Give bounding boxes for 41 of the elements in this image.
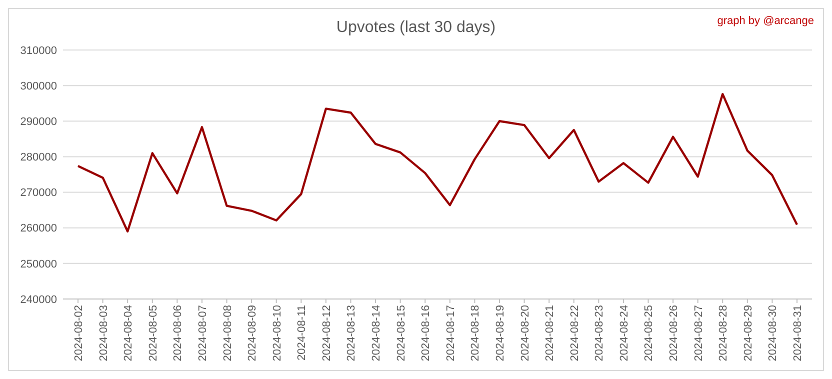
x-tick-label: 2024-08-29 — [742, 305, 754, 362]
x-tick-label: 2024-08-25 — [643, 305, 656, 362]
x-tick-label: 2024-08-27 — [692, 305, 705, 362]
x-tick-label: 2024-08-26 — [668, 305, 680, 362]
x-tick-label: 2024-08-14 — [370, 305, 383, 362]
chart-title: Upvotes (last 30 days) — [336, 19, 496, 36]
line-series — [76, 93, 798, 233]
x-tick-label: 2024-08-20 — [519, 305, 532, 362]
x-tick-label: 2024-08-11 — [296, 305, 308, 360]
y-tick-label: 310000 — [20, 44, 57, 57]
x-tick-label: 2024-08-28 — [718, 305, 730, 362]
x-tick-label: 2024-08-03 — [98, 305, 110, 362]
x-tick-label: 2024-08-19 — [494, 305, 506, 362]
text: graph by @arcange — [717, 15, 814, 27]
x-tick-label: 2024-08-24 — [618, 305, 630, 362]
x-tick-label: 2024-08-21 — [544, 305, 556, 362]
y-tick-label: 270000 — [20, 187, 57, 200]
y-tick-label: 290000 — [20, 116, 57, 128]
x-tick-label: 2024-08-07 — [196, 305, 209, 362]
x-tick-label: 2024-08-09 — [246, 305, 259, 362]
x-tick-label: 2024-08-23 — [594, 305, 606, 362]
x-tick-label: 2024-08-12 — [320, 305, 333, 362]
x-tick-label: 2024-08-04 — [122, 305, 135, 362]
x-tick-label: 2024-08-05 — [147, 305, 160, 362]
x-tick-label: 2024-08-08 — [222, 305, 234, 362]
x-tick-label: 2024-08-17 — [444, 305, 457, 362]
y-tick-label: 300000 — [20, 80, 57, 92]
x-tick-label: 2024-08-13 — [346, 305, 358, 362]
x-tick-label: 2024-08-06 — [172, 305, 184, 362]
x-tick-label: 2024-08-31 — [792, 305, 804, 362]
y-tick-label: 250000 — [20, 258, 57, 270]
y-tick-label: 280000 — [20, 152, 57, 164]
y-tick-label: 260000 — [20, 222, 57, 235]
x-tick-label: 2024-08-15 — [395, 305, 408, 362]
x-tick-label: 2024-08-02 — [73, 305, 85, 362]
x-tick-label: 2024-08-18 — [470, 305, 482, 362]
x-tick-label: 2024-08-30 — [767, 305, 780, 362]
x-tick-label: 2024-08-16 — [420, 305, 432, 362]
y-tick-label: 240000 — [20, 294, 57, 306]
x-tick-label: 2024-08-10 — [271, 305, 284, 362]
x-tick-label: 2024-08-22 — [568, 305, 581, 362]
